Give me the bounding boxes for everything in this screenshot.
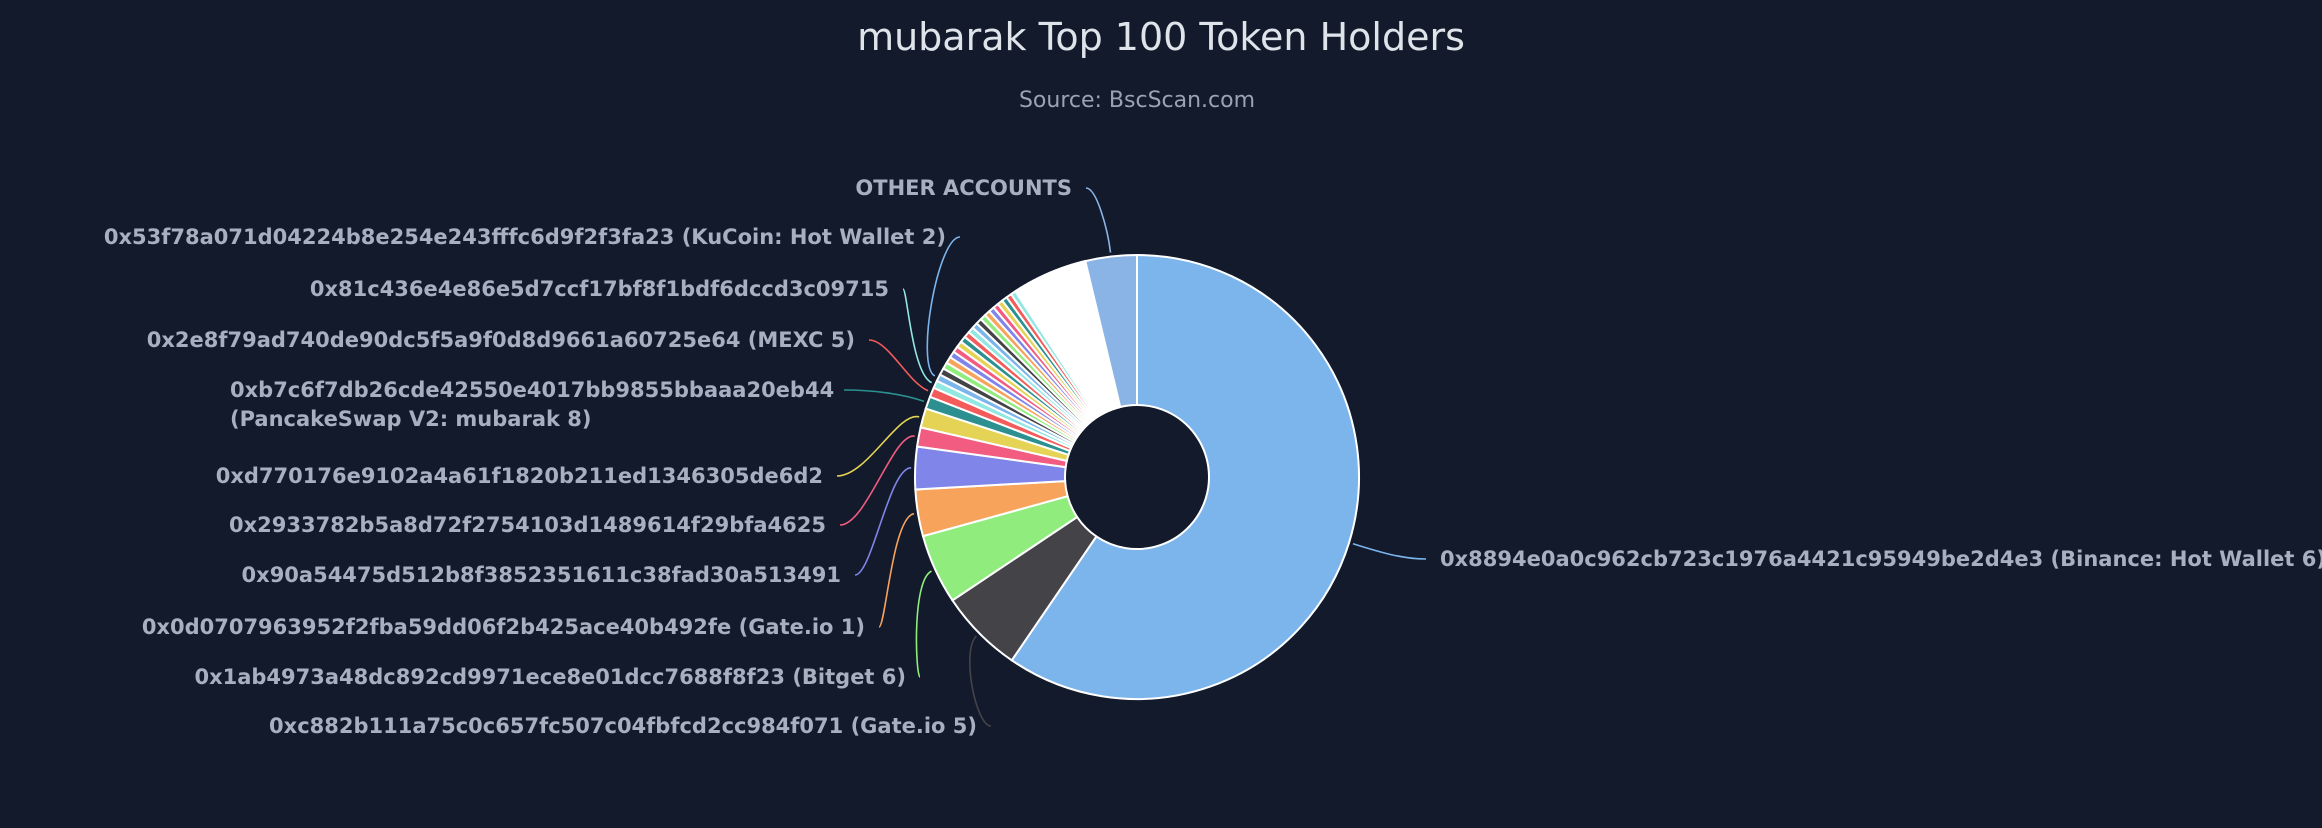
data-label: 0x90a54475d512b8f3852351611c38fad30a5134… (242, 563, 841, 587)
data-label: 0x53f78a071d04224b8e254e243fffc6d9f2f3fa… (104, 225, 946, 249)
chart-title: mubarak Top 100 Token Holders (857, 15, 1465, 59)
data-label: 0x2e8f79ad740de90dc5f5a9f0d8d9661a60725e… (147, 328, 855, 352)
data-label: 0xd770176e9102a4a61f1820b211ed1346305de6… (216, 464, 823, 488)
leader-line (902, 288, 933, 384)
data-label: 0x2933782b5a8d72f2754103d1489614f29bfa46… (229, 513, 826, 537)
leader-line (969, 635, 992, 727)
pie-slice[interactable] (1010, 253, 1360, 700)
chart-subtitle: Source: BscScan.com (1019, 88, 1255, 113)
leader-line (1352, 542, 1427, 560)
leader-line (868, 339, 929, 392)
other-accounts-label: OTHER ACCOUNTS (855, 176, 1072, 200)
slices (914, 253, 1360, 700)
leader-lines (836, 187, 1427, 727)
leader-line (1085, 187, 1112, 253)
leader-line (926, 236, 961, 377)
data-label: 0x1ab4973a48dc892cd9971ece8e01dcc7688f8f… (194, 665, 906, 689)
leader-line (915, 570, 932, 678)
leader-line (854, 467, 912, 576)
leader-line (843, 389, 925, 403)
data-label: 0xc882b111a75c0c657fc507c04fbfcd2cc984f0… (269, 714, 977, 738)
leader-line (878, 512, 915, 628)
leader-line (839, 435, 915, 526)
pie-slice[interactable] (1084, 253, 1138, 409)
data-label: 0x81c436e4e86e5d7ccf17bf8f1bdf6dccd3c097… (310, 277, 889, 301)
data-label: 0xb7c6f7db26cde42550e4017bb9855bbaaa20eb… (230, 378, 834, 431)
data-label: 0x0d0707963952f2fba59dd06f2b425ace40b492… (142, 615, 865, 639)
data-labels: 0x8894e0a0c962cb723c1976a4421c95949be2d4… (104, 176, 2322, 738)
data-label: 0x8894e0a0c962cb723c1976a4421c95949be2d4… (1440, 547, 2322, 571)
leader-line (836, 416, 920, 477)
